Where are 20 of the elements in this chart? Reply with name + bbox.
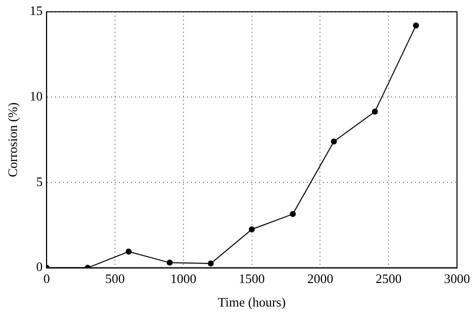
point [126, 248, 132, 255]
x-tick-label: 1500 [238, 271, 265, 286]
point [208, 260, 214, 267]
x-tick-label: 3000 [444, 271, 470, 286]
point [166, 260, 173, 266]
x-axis-title: Time (hours) [218, 294, 286, 310]
x-tick-label: 1000 [170, 271, 196, 286]
x-tick-label: 2000 [307, 271, 334, 286]
y-tick-label: 15 [30, 3, 43, 18]
point [330, 138, 337, 145]
x-tick-label: 2500 [376, 271, 402, 286]
y-axis-title: Corrosion (%) [5, 102, 20, 178]
x-tick-label: 500 [105, 271, 125, 286]
y-tick-label: 10 [30, 88, 43, 104]
point [290, 211, 296, 218]
point [412, 22, 419, 28]
point [248, 226, 255, 232]
point [372, 108, 378, 115]
y-tick-label: 0 [36, 259, 43, 274]
y-tick-label: 5 [36, 174, 43, 189]
